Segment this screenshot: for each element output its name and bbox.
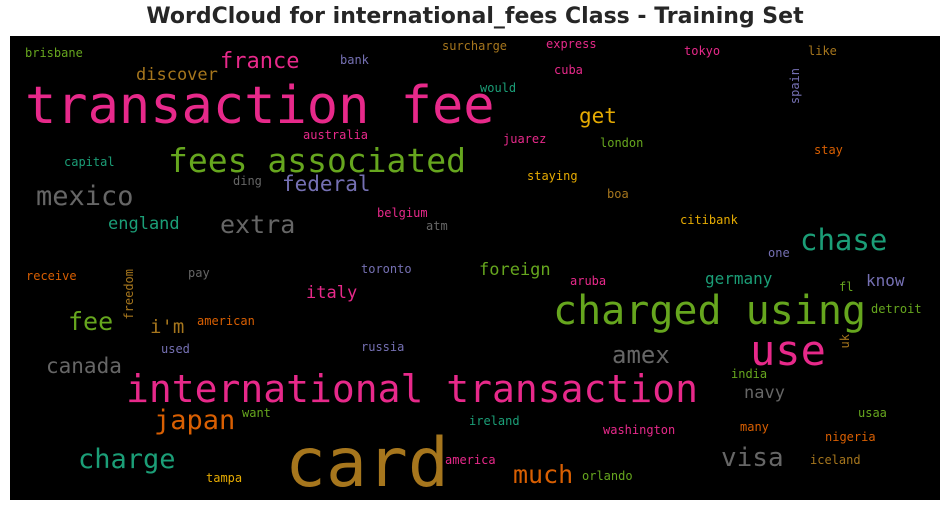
word-charged-using: charged using	[553, 288, 867, 334]
word-much: much	[513, 460, 574, 489]
word-navy: navy	[744, 383, 785, 403]
word-atm: atm	[426, 219, 448, 233]
word-amex: amex	[612, 341, 670, 369]
word-usaa: usaa	[858, 406, 887, 420]
word-freedom: freedom	[122, 269, 136, 320]
word-card: card	[285, 424, 449, 500]
word-spain: spain	[788, 68, 802, 105]
word-fees-associated: fees associated	[168, 141, 467, 180]
word-ireland: ireland	[469, 414, 520, 428]
word-pay: pay	[188, 266, 210, 280]
word-england: england	[108, 214, 180, 234]
word-australia: australia	[303, 128, 369, 142]
word-italy: italy	[306, 283, 358, 303]
word-japan: japan	[154, 405, 236, 436]
word-im: i'm	[150, 316, 185, 338]
word-surcharge: surcharge	[442, 39, 508, 53]
word-use: use	[750, 326, 826, 375]
word-france: france	[220, 49, 300, 74]
word-capital: capital	[64, 155, 115, 169]
word-boa: boa	[607, 187, 629, 201]
word-get: get	[579, 104, 617, 128]
word-cuba: cuba	[554, 63, 583, 77]
word-staying: staying	[527, 169, 578, 183]
word-citibank: citibank	[680, 213, 738, 227]
word-discover: discover	[136, 65, 218, 85]
word-juarez: juarez	[503, 132, 547, 146]
word-cloud-canvas: card transaction fee international trans…	[10, 36, 940, 500]
word-canada: canada	[46, 354, 122, 378]
word-nigeria: nigeria	[825, 430, 876, 444]
word-russia: russia	[361, 340, 405, 354]
word-washington: washington	[603, 423, 676, 437]
word-brisbane: brisbane	[25, 46, 83, 60]
word-tampa: tampa	[206, 471, 243, 485]
word-visa: visa	[721, 443, 784, 473]
word-uk: uk	[838, 334, 852, 349]
word-charge: charge	[78, 444, 176, 475]
word-ding: ding	[233, 174, 262, 188]
word-would: would	[480, 81, 517, 95]
word-america: america	[445, 453, 496, 467]
word-know: know	[866, 271, 905, 290]
word-iceland: iceland	[810, 453, 861, 467]
word-extra: extra	[220, 210, 296, 239]
word-london: london	[600, 136, 644, 150]
word-orlando: orlando	[582, 469, 633, 483]
word-transaction-fee: transaction fee	[25, 76, 495, 136]
word-receive: receive	[26, 269, 77, 283]
word-germany: germany	[705, 269, 773, 288]
word-bank: bank	[340, 53, 369, 67]
word-aruba: aruba	[570, 274, 607, 288]
word-want: want	[242, 406, 271, 420]
word-chase: chase	[800, 223, 888, 257]
word-belgium: belgium	[377, 206, 428, 220]
word-detroit: detroit	[871, 302, 922, 316]
word-foreign: foreign	[479, 260, 551, 280]
word-one: one	[768, 246, 790, 260]
word-tokyo: tokyo	[684, 44, 721, 58]
word-american: american	[197, 314, 255, 328]
word-international-transaction: international transaction	[126, 367, 698, 411]
word-federal: federal	[282, 172, 371, 196]
chart-title: WordCloud for international_fees Class -…	[146, 4, 804, 29]
word-fee: fee	[68, 307, 114, 336]
word-like: like	[808, 44, 837, 58]
word-many: many	[740, 420, 769, 434]
word-fl: fl	[839, 280, 854, 294]
word-express: express	[546, 37, 597, 51]
word-used: used	[161, 342, 190, 356]
word-india: india	[731, 367, 768, 381]
word-toronto: toronto	[361, 262, 412, 276]
word-stay: stay	[814, 143, 843, 157]
word-mexico: mexico	[36, 181, 134, 212]
